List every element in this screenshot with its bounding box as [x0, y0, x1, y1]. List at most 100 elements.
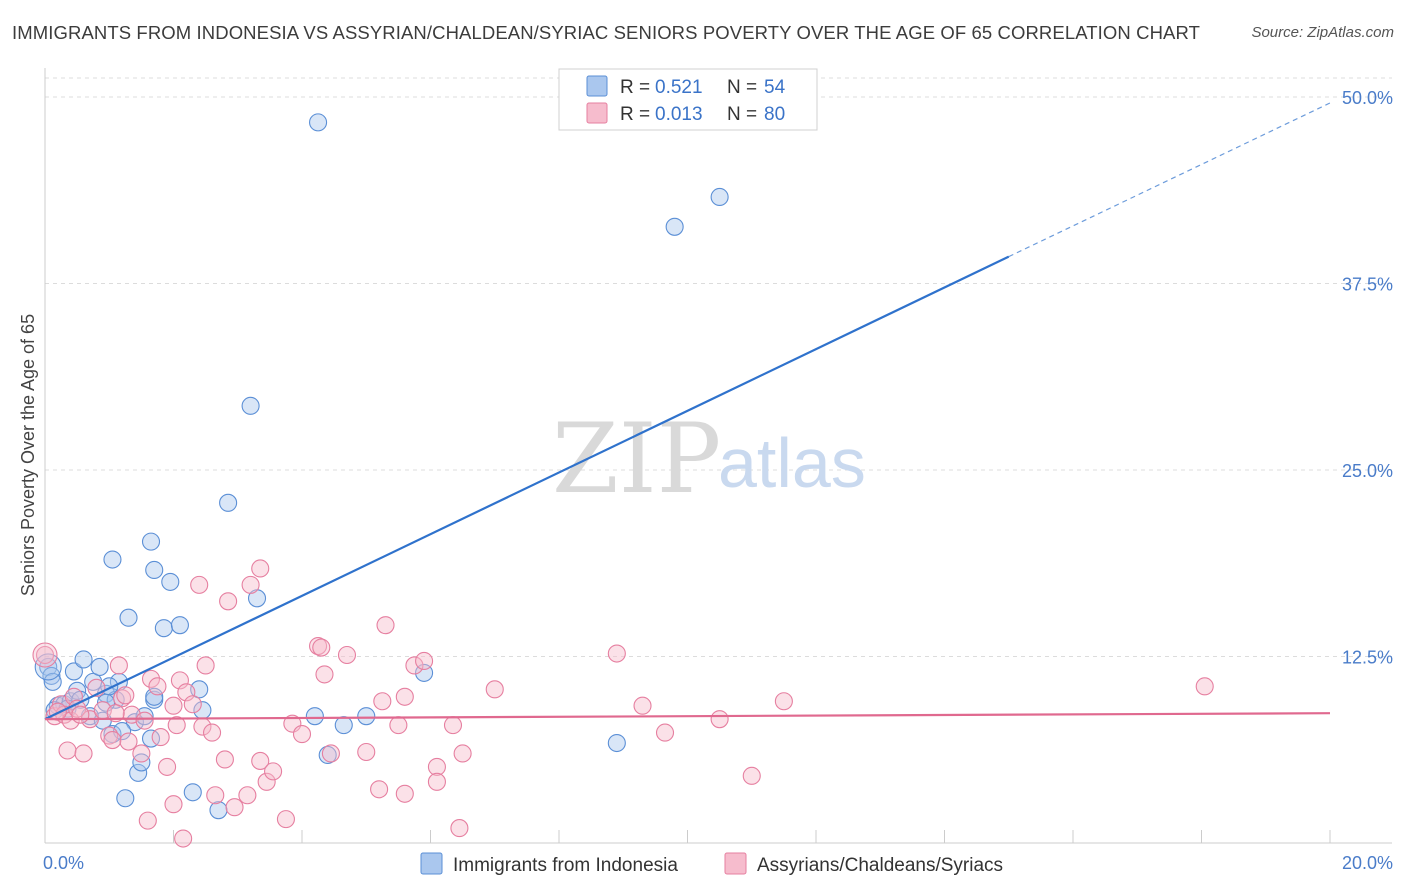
point-assyrian-24 — [164, 795, 183, 814]
point-indonesia-37 — [309, 113, 328, 132]
point-indonesia-50 — [141, 532, 161, 551]
point-assyrian-4 — [58, 741, 77, 760]
point-indonesia-28 — [161, 572, 180, 591]
point-assyrian-77 — [116, 686, 135, 705]
point-assyrian-49 — [337, 645, 357, 665]
point-indonesia-2 — [43, 672, 62, 691]
legend-r-value-1: 0.521 — [655, 77, 703, 98]
point-assyrian-79 — [164, 696, 183, 715]
legend-n-value-1: 54 — [764, 77, 786, 98]
watermark-atlas: atlas — [718, 424, 866, 502]
point-assyrian-76 — [48, 702, 67, 721]
point-indonesia-24 — [141, 729, 161, 748]
legend-r-label-2: R = — [620, 104, 650, 125]
point-indonesia-26 — [145, 687, 164, 706]
point-indonesia-29 — [170, 616, 189, 635]
point-assyrian-41 — [257, 772, 276, 791]
point-assyrian-28 — [183, 695, 202, 714]
point-assyrian-37 — [238, 786, 257, 805]
point-indonesia-12 — [90, 657, 109, 676]
point-indonesia-52 — [103, 550, 122, 569]
point-assyrian-14 — [109, 656, 128, 675]
point-assyrian-8 — [74, 744, 93, 763]
point-assyrian-69 — [742, 766, 761, 785]
point-assyrian-23 — [158, 757, 177, 776]
point-assyrian-50 — [357, 742, 376, 762]
point-assyrian-57 — [405, 656, 424, 675]
point-assyrian-cluster — [32, 642, 58, 668]
point-indonesia-9 — [74, 650, 93, 669]
point-assyrian-39 — [251, 751, 270, 770]
point-assyrian-73 — [135, 711, 154, 730]
point-indonesia-43 — [607, 733, 626, 753]
point-assyrian-52 — [373, 692, 392, 711]
x-tick-label-0: 0.0% — [43, 853, 84, 873]
x-tick-labels: 0.0% 20.0% — [43, 853, 1393, 873]
legend-swatch-blue — [586, 75, 608, 97]
point-assyrian-54 — [389, 716, 408, 735]
point-assyrian-46 — [309, 637, 328, 656]
point-assyrian-35 — [219, 592, 238, 611]
point-assyrian-67 — [655, 723, 675, 742]
point-assyrian-66 — [633, 696, 652, 715]
point-assyrian-55 — [395, 687, 414, 706]
y-axis-label: Seniors Poverty Over the Age of 65 — [18, 314, 38, 596]
point-assyrian-68 — [710, 710, 729, 729]
point-indonesia-6 — [64, 662, 83, 681]
watermark: ZIP atlas — [552, 403, 866, 515]
point-assyrian-64 — [485, 680, 504, 699]
bottom-legend-label-1: Immigrants from Indonesia — [453, 855, 678, 876]
point-indonesia-27 — [154, 619, 173, 638]
grid-lines — [45, 77, 1392, 657]
point-indonesia-45 — [710, 187, 729, 207]
point-indonesia-40 — [334, 716, 353, 735]
point-assyrian-70 — [774, 692, 793, 711]
axes — [44, 68, 1392, 844]
legend-n-value-2: 80 — [764, 104, 785, 125]
point-assyrian-43 — [276, 810, 295, 829]
chart-title: IMMIGRANTS FROM INDONESIA VS ASSYRIAN/CH… — [12, 22, 1200, 43]
point-assyrian-32 — [203, 723, 222, 742]
point-assyrian-61 — [443, 716, 463, 735]
point-assyrian-33 — [206, 786, 225, 805]
point-assyrian-42 — [264, 762, 283, 781]
series-legend: Immigrants from Indonesia Assyrians/Chal… — [420, 852, 1003, 876]
point-assyrian-71 — [1195, 677, 1214, 696]
point-assyrian-20 — [141, 669, 161, 688]
trendline-assyrian — [44, 712, 1331, 721]
point-indonesia-18 — [116, 789, 135, 808]
point-assyrian-18 — [132, 744, 151, 763]
trend-lines — [44, 102, 1331, 721]
point-assyrian-56 — [395, 784, 414, 803]
point-assyrian-58 — [415, 651, 434, 671]
point-assyrian-62 — [450, 819, 469, 838]
point-assyrian-53 — [376, 616, 395, 635]
point-indonesia-38 — [305, 707, 324, 726]
bottom-legend-label-2: Assyrians/Chaldeans/Syriacs — [757, 855, 1003, 876]
point-assyrian-34 — [215, 750, 234, 769]
point-indonesia-33 — [209, 801, 228, 820]
y-tick-label-1: 25.0% — [1342, 461, 1393, 481]
point-assyrian-72 — [174, 829, 193, 848]
x-tick-label-1: 20.0% — [1342, 853, 1393, 873]
legend-r-label-1: R = — [620, 77, 650, 98]
point-assyrian-19 — [138, 811, 157, 830]
point-assyrian-47 — [315, 665, 334, 684]
point-assyrian-0 — [35, 645, 55, 665]
point-assyrian-21 — [148, 677, 167, 696]
point-assyrian-51 — [370, 780, 389, 799]
trendline-indonesia-extension — [1008, 102, 1331, 258]
point-assyrian-65 — [607, 644, 626, 663]
point-assyrian-63 — [453, 744, 472, 763]
point-indonesia-35 — [241, 396, 260, 415]
point-assyrian-22 — [151, 728, 170, 747]
legend-n-label-1: N = — [727, 77, 757, 98]
point-indonesia-34 — [219, 493, 238, 512]
source-credit: Source: ZipAtlas.com — [1251, 24, 1394, 41]
bottom-legend-swatch-blue — [420, 852, 443, 875]
point-assyrian-59 — [427, 757, 446, 776]
point-indonesia-51 — [145, 560, 164, 580]
point-indonesia-39 — [318, 745, 337, 765]
y-tick-label-0: 12.5% — [1342, 648, 1393, 668]
